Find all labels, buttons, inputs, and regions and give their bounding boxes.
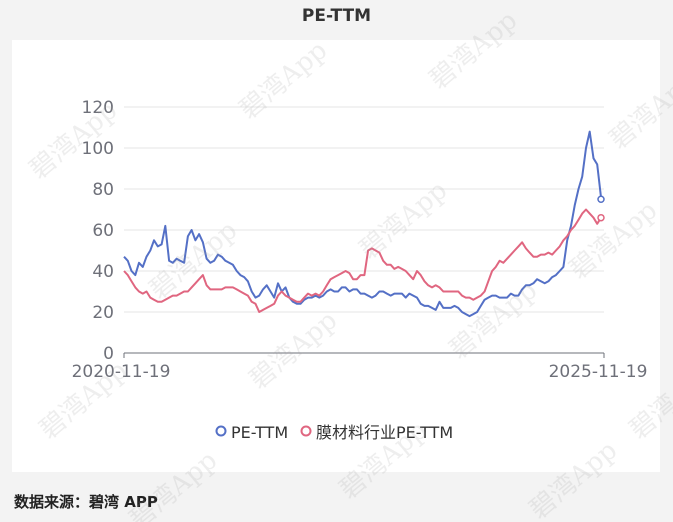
legend-label: PE-TTM (231, 423, 288, 442)
chart-panel (12, 40, 660, 472)
legend-marker (300, 425, 312, 437)
legend-label: 膜材料行业PE-TTM (316, 423, 453, 442)
x-tick-label-start: 2020-11-19 (72, 362, 171, 382)
series-end-marker (597, 195, 605, 203)
y-tick-label: 40 (92, 262, 114, 282)
series-line-industry-pe-ttm (123, 208, 602, 313)
chart-title: PE-TTM (301, 6, 372, 26)
x-tick-label-end: 2025-11-19 (549, 362, 648, 382)
data-source-note: 数据来源：碧湾 APP (14, 493, 158, 511)
y-tick-label: 20 (92, 303, 114, 323)
series-end-marker (597, 213, 605, 222)
y-tick-label: 100 (82, 139, 114, 159)
legend-marker (215, 425, 227, 437)
y-tick-label: 0 (103, 344, 114, 364)
y-tick-label: 80 (92, 180, 114, 200)
pe-ttm-line-chart: 0 20 40 60 80 100 120 2020-11-19 2025-11-19 PE-… (72, 98, 648, 442)
series-line-pe-ttm (123, 130, 602, 318)
y-tick-label: 120 (82, 98, 114, 118)
y-tick-label: 60 (92, 221, 114, 241)
